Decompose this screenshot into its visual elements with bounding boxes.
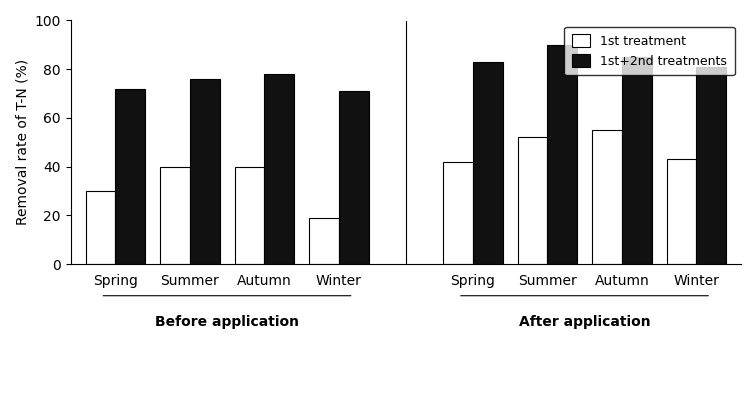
- Bar: [265, 74, 294, 264]
- Text: After application: After application: [519, 315, 650, 329]
- Bar: [234, 166, 265, 264]
- Text: Before application: Before application: [155, 315, 299, 329]
- Bar: [339, 91, 369, 264]
- Bar: [85, 191, 116, 264]
- Bar: [592, 130, 622, 264]
- Bar: [190, 79, 220, 264]
- Bar: [547, 45, 577, 264]
- Bar: [472, 62, 503, 264]
- Bar: [518, 137, 547, 264]
- Bar: [160, 166, 190, 264]
- Bar: [309, 218, 339, 264]
- Bar: [667, 160, 696, 264]
- Bar: [622, 57, 652, 264]
- Legend: 1st treatment, 1st+2nd treatments: 1st treatment, 1st+2nd treatments: [564, 27, 735, 75]
- Bar: [116, 89, 145, 264]
- Bar: [696, 67, 726, 264]
- Y-axis label: Removal rate of T-N (%): Removal rate of T-N (%): [15, 59, 29, 225]
- Bar: [443, 162, 472, 264]
